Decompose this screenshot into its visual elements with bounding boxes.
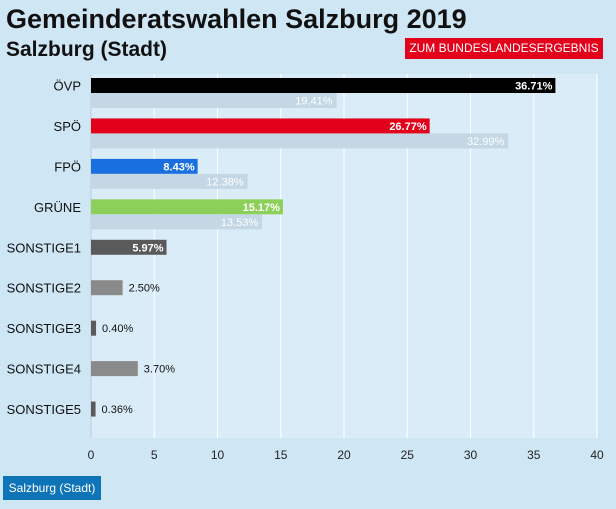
data-label-previous: 12.38% <box>206 176 244 188</box>
bundesland-result-button[interactable]: ZUM BUNDESLANDESERGEBNIS <box>405 38 603 59</box>
bar-current[interactable] <box>91 199 283 215</box>
data-label-current: 0.36% <box>102 404 133 416</box>
x-tick-label: 0 <box>88 448 95 462</box>
category-label: GRÜNE <box>34 200 81 215</box>
data-label-current: 26.77% <box>389 121 427 133</box>
bar-current[interactable] <box>91 361 138 377</box>
data-label-current: 36.71% <box>515 81 553 93</box>
x-tick-label: 5 <box>151 448 158 462</box>
region-select-button[interactable]: Salzburg (Stadt) <box>3 476 101 500</box>
x-tick-label: 35 <box>527 448 541 462</box>
category-label: SONSTIGE1 <box>7 240 81 255</box>
bar-current[interactable] <box>91 401 96 417</box>
bar-current[interactable] <box>91 239 167 255</box>
data-label-current: 3.70% <box>144 364 175 376</box>
x-tick-label: 20 <box>337 448 351 462</box>
x-tick-label: 10 <box>211 448 225 462</box>
bar-current[interactable] <box>91 320 97 336</box>
category-label: FPÖ <box>54 159 81 174</box>
data-label-previous: 32.99% <box>467 136 505 148</box>
x-tick-label: 25 <box>401 448 415 462</box>
category-label: SPÖ <box>54 119 81 134</box>
category-label: SONSTIGE5 <box>7 402 81 417</box>
page-subtitle: Salzburg (Stadt) <box>6 38 167 61</box>
page-title: Gemeinderatswahlen Salzburg 2019 <box>6 4 467 34</box>
bar-previous[interactable] <box>91 173 248 189</box>
category-label: ÖVP <box>54 79 81 94</box>
bar-current[interactable] <box>91 78 556 93</box>
bar-current[interactable] <box>91 158 198 174</box>
bar-previous[interactable] <box>91 133 509 149</box>
bar-previous[interactable] <box>91 93 337 108</box>
data-label-previous: 19.41% <box>295 96 333 108</box>
bar-current[interactable] <box>91 118 430 134</box>
bar-current[interactable] <box>91 280 123 296</box>
data-label-current: 8.43% <box>163 161 194 173</box>
category-label: SONSTIGE3 <box>7 321 81 336</box>
x-tick-label: 15 <box>274 448 288 462</box>
data-label-current: 15.17% <box>243 202 281 214</box>
category-label: SONSTIGE2 <box>7 281 81 296</box>
data-label-current: 0.40% <box>102 323 133 335</box>
x-tick-label: 30 <box>464 448 478 462</box>
data-label-current: 5.97% <box>132 242 163 254</box>
x-tick-label: 40 <box>590 448 604 462</box>
bar-previous[interactable] <box>91 214 263 230</box>
category-label: SONSTIGE4 <box>7 362 81 377</box>
data-label-current: 2.50% <box>129 283 160 295</box>
data-label-previous: 13.53% <box>221 217 259 229</box>
